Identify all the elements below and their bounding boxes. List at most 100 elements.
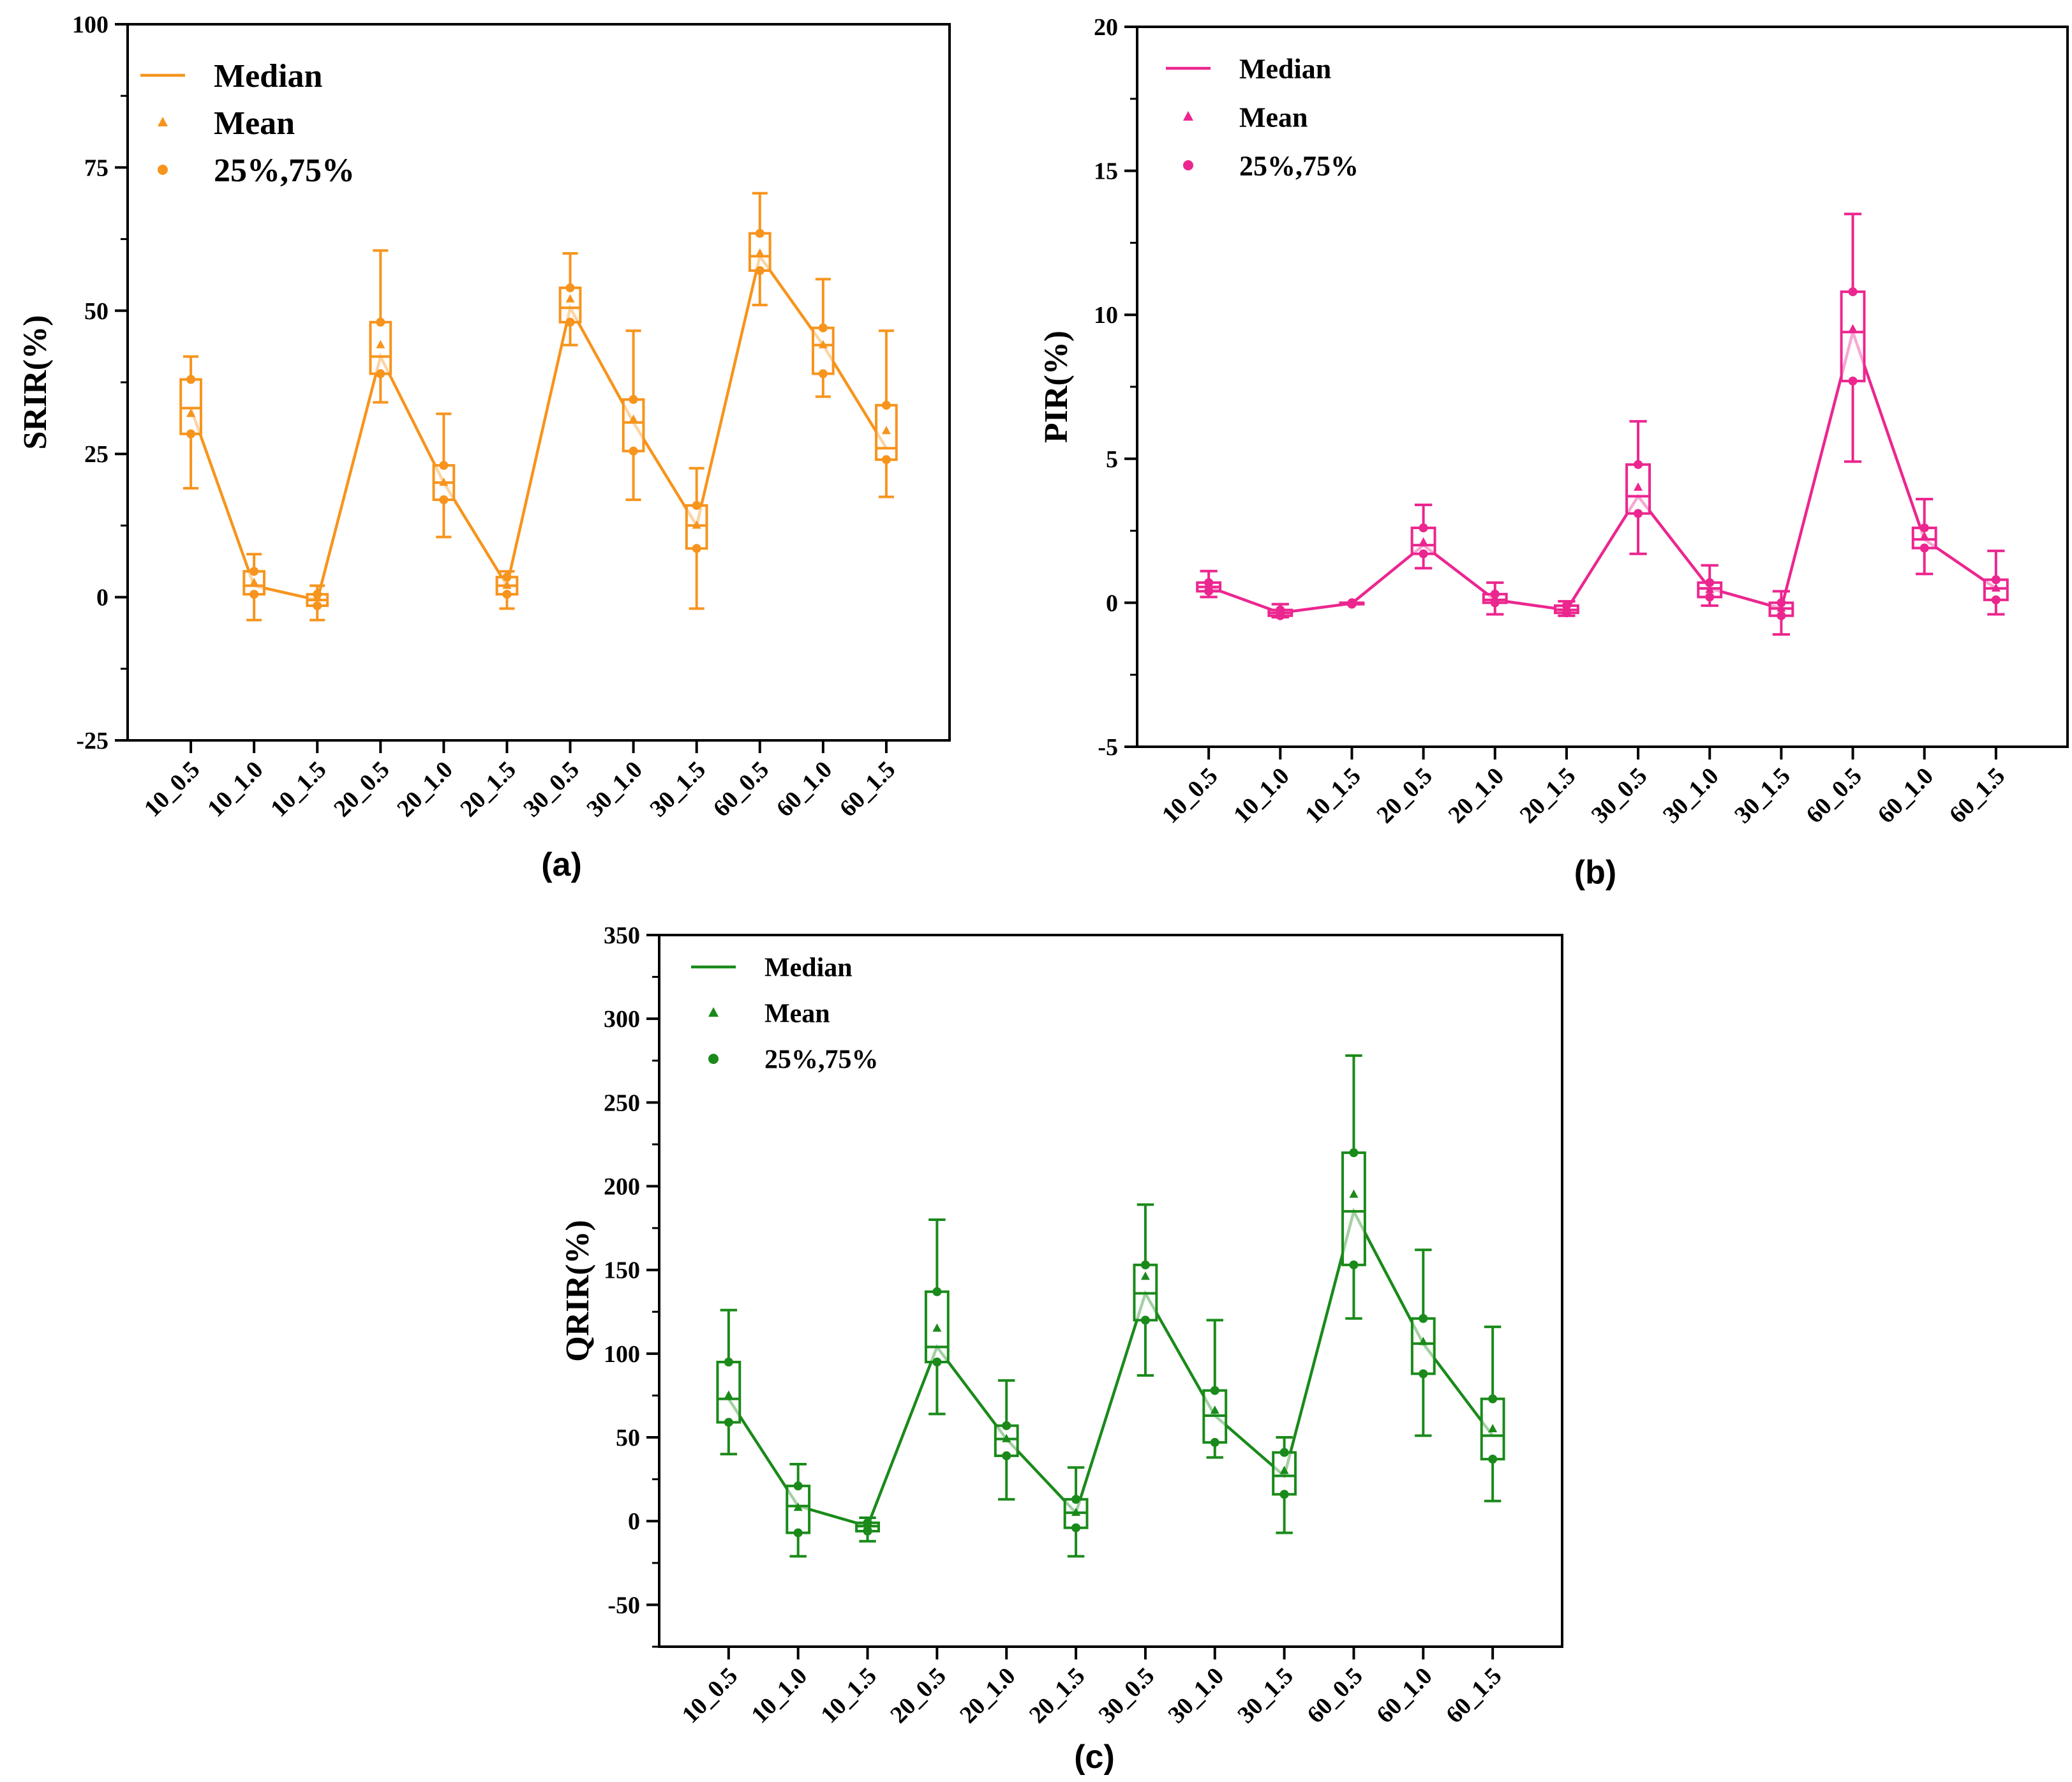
x-tick-label: 20_1.5 xyxy=(1024,1663,1091,1729)
q1-point xyxy=(1071,1523,1081,1532)
legend-quartile-label: 25%,75% xyxy=(764,1045,879,1075)
x-tick-label: 60_1.5 xyxy=(1441,1663,1507,1729)
box-60_1.0 xyxy=(811,278,835,398)
box-60_1.0 xyxy=(1410,1248,1436,1437)
box-60_1.5 xyxy=(875,329,898,498)
box-60_0.5 xyxy=(1840,213,1866,463)
box-30_1.5 xyxy=(685,467,708,610)
q3-point xyxy=(1349,1148,1359,1158)
box-10_1.0 xyxy=(786,1463,811,1558)
x-tick-label: 30_1.5 xyxy=(645,756,711,823)
box-10_1.5 xyxy=(306,584,329,622)
mean-marker xyxy=(1204,581,1214,590)
median-series-line xyxy=(189,253,888,602)
mean-marker xyxy=(932,1323,942,1332)
iqr-box xyxy=(1410,1317,1436,1375)
box-30_1.0 xyxy=(1697,564,1723,607)
q1-point xyxy=(313,601,322,611)
x-tick-label: 60_1.0 xyxy=(1872,763,1939,829)
box-30_1.0 xyxy=(1202,1319,1228,1459)
legend-quartile-label: 25%,75% xyxy=(1239,150,1359,181)
y-tick-label: 0 xyxy=(628,1508,640,1535)
box-20_1.0 xyxy=(432,412,456,539)
y-tick-label: 0 xyxy=(96,585,108,611)
y-tick-label: 5 xyxy=(1106,446,1118,473)
q1-point xyxy=(502,590,512,599)
mean-marker xyxy=(1279,1465,1289,1474)
q3-point xyxy=(565,283,575,292)
q3-point xyxy=(1279,1448,1289,1457)
box-10_1.5 xyxy=(1339,598,1365,609)
q3-point xyxy=(250,567,259,576)
x-tick-label: 10_1.5 xyxy=(265,756,332,823)
y-tick-label: 100 xyxy=(604,1341,640,1368)
box-20_1.5 xyxy=(1553,600,1579,618)
mean-marker xyxy=(1349,1189,1359,1198)
x-tick-label: 10_1.0 xyxy=(1228,763,1295,829)
q1-point xyxy=(439,495,449,505)
plot-frame xyxy=(658,934,1563,1648)
q1-point xyxy=(932,1358,942,1366)
mean-marker xyxy=(863,1521,872,1530)
legend-median-label: Median xyxy=(764,954,853,983)
median-series-line xyxy=(727,1207,1494,1528)
y-tick-label: -25 xyxy=(76,728,108,754)
x-tick-label: 30_0.5 xyxy=(1094,1663,1160,1729)
legend-mean-swatch xyxy=(708,1007,719,1017)
mean-marker xyxy=(1991,583,2001,592)
mean-marker xyxy=(376,340,385,348)
q1-point xyxy=(1991,595,2001,604)
x-tick-label: 30_1.0 xyxy=(1163,1663,1230,1729)
q3-point xyxy=(692,500,701,510)
legend-median-label: Median xyxy=(1239,53,1331,84)
y-tick-label: 10 xyxy=(1094,302,1118,329)
mean-marker xyxy=(1140,1271,1150,1280)
mean-marker xyxy=(186,408,196,417)
mean-marker xyxy=(250,578,259,587)
mean-marker xyxy=(692,520,701,529)
q3-point xyxy=(1919,523,1929,533)
box-10_0.5 xyxy=(716,1308,742,1456)
y-tick-label: 50 xyxy=(616,1425,640,1451)
q1-point xyxy=(186,429,196,438)
x-tick-label: 20_1.5 xyxy=(1515,763,1581,829)
iqr-box xyxy=(622,398,645,453)
y-tick-label: 75 xyxy=(84,154,108,181)
q1-point xyxy=(881,455,891,465)
box-10_0.5 xyxy=(179,355,202,490)
q3-point xyxy=(1002,1421,1011,1430)
mean-marker xyxy=(1705,585,1715,594)
q3-point xyxy=(629,394,638,404)
y-axis-label: QRIR(%) xyxy=(560,1220,596,1361)
mean-marker xyxy=(565,294,575,303)
box-10_1.0 xyxy=(1267,603,1293,620)
box-20_1.5 xyxy=(495,570,519,610)
legend-mean-label: Mean xyxy=(214,105,295,142)
q1-point xyxy=(1705,592,1715,602)
q1-point xyxy=(565,317,575,327)
x-tick-label: 10_1.5 xyxy=(1300,763,1366,829)
x-tick-label: 60_1.0 xyxy=(771,756,838,823)
mean-marker xyxy=(629,414,638,423)
mean-marker xyxy=(818,340,828,348)
q1-point xyxy=(818,369,828,378)
q3-point xyxy=(818,323,828,333)
y-tick-label: 50 xyxy=(84,298,108,325)
x-tick-label: 20_0.5 xyxy=(1371,763,1438,829)
q1-point xyxy=(1488,1455,1498,1464)
y-tick-label: 100 xyxy=(72,11,108,38)
q1-point xyxy=(1419,549,1428,558)
x-tick-label: 60_0.5 xyxy=(1302,1663,1368,1729)
median-series-line xyxy=(1208,327,1997,615)
q3-point xyxy=(1210,1386,1219,1395)
box-60_1.0 xyxy=(1911,497,1937,576)
box-20_0.5 xyxy=(1410,503,1436,570)
x-tick-label: 10_0.5 xyxy=(1157,763,1223,829)
q1-point xyxy=(250,590,259,599)
iqr-box xyxy=(179,378,202,435)
x-tick-label: 20_1.0 xyxy=(955,1663,1021,1729)
q1-point xyxy=(629,446,638,456)
q1-point xyxy=(1279,1490,1289,1499)
y-axis-label: SRIR(%) xyxy=(17,315,54,450)
